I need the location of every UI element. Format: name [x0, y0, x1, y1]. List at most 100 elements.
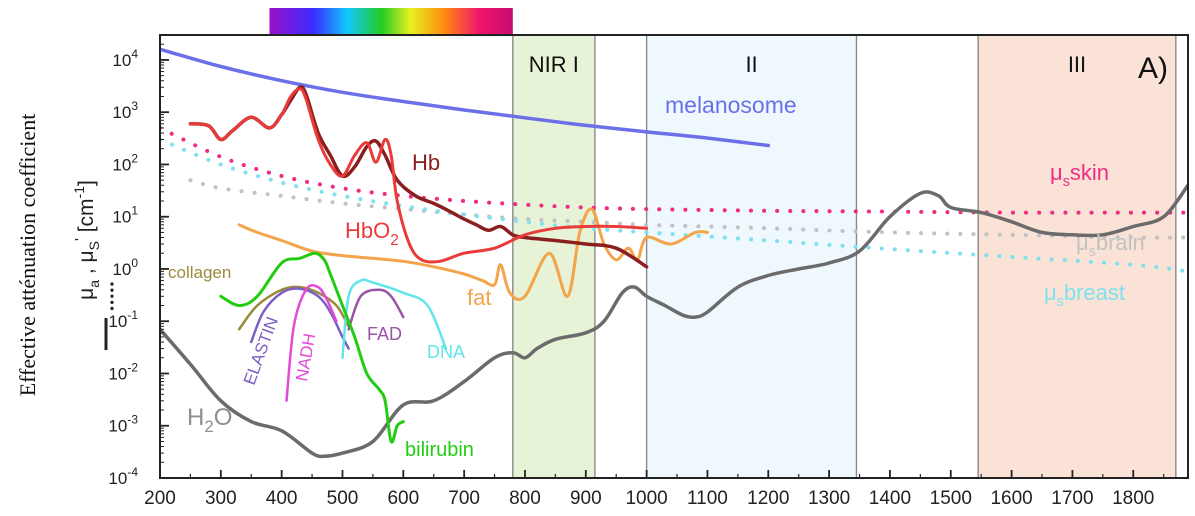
series-label-brain: μsbrain [1076, 230, 1145, 260]
label-tail: O [214, 404, 233, 431]
y-axis-label-part: ' [72, 238, 89, 241]
y-axis-label-part: [cm [75, 198, 98, 238]
series-label-fad: FAD [367, 324, 402, 344]
label-main: breast [1064, 280, 1125, 305]
series-label-elastin: ELASTIN [240, 314, 282, 387]
label-prefix: μ [1076, 230, 1089, 255]
y-tick-label: 104 [112, 47, 138, 70]
x-tick-label: 700 [448, 488, 480, 509]
region-label: III [1068, 52, 1086, 77]
y-axis-label-part: μ [75, 250, 98, 262]
y-tick-label: 102 [112, 151, 138, 174]
series-line-s-breast [160, 137, 1188, 274]
y-tick-label: 10-1 [108, 308, 138, 331]
plot-frame [159, 34, 1189, 479]
label-subscript: s [1089, 244, 1096, 260]
series-group [160, 47, 1188, 459]
y-tick-exponent: 3 [131, 99, 138, 113]
y-tick-exponent: -4 [127, 465, 138, 479]
series-label-hb: Hb [412, 150, 440, 175]
series-line-hbo2 [188, 87, 649, 264]
y-axis-label-part: a [86, 280, 102, 288]
y-tick-exponent: 1 [131, 204, 138, 218]
y-tick-exponent: 2 [131, 151, 138, 165]
label-subscript: 2 [390, 232, 399, 249]
series-line-melanosome [160, 47, 771, 148]
label-subscript: 2 [204, 417, 213, 436]
x-tick-label: 1200 [747, 488, 789, 509]
region-band [646, 35, 857, 478]
series-line-s-brain [188, 178, 1188, 240]
x-tick-label: 1000 [625, 488, 667, 509]
series-label-fat: fat [467, 285, 491, 310]
series-label-h: H2O [187, 404, 232, 436]
y-tick-label: 100 [112, 256, 138, 279]
y-tick-exponent: -2 [127, 360, 138, 374]
label-prefix: μ [1044, 280, 1057, 305]
y-tick-label: 10-4 [108, 465, 138, 488]
panel-label: A) [1138, 52, 1168, 85]
y-tick-exponent: -1 [127, 308, 138, 322]
series-line-elastin [249, 287, 350, 350]
label-main: FAD [367, 324, 402, 344]
x-tick-label: 900 [570, 488, 602, 509]
label-main: melanosome [665, 92, 797, 118]
label-main: H [187, 404, 204, 431]
series-label-breast: μsbreast [1044, 280, 1125, 310]
series-label-dna: DNA [427, 342, 465, 362]
x-tick-label: 1800 [1112, 488, 1154, 509]
region-band [978, 35, 1176, 478]
y-tick-label: 101 [112, 204, 138, 227]
series-label-hbo: HbO2 [345, 218, 399, 249]
label-main: DNA [427, 342, 465, 362]
label-main: Hb [412, 150, 440, 175]
series-line-bilirubin [219, 251, 405, 444]
x-tick-label: 400 [266, 488, 298, 509]
x-tick-label: 800 [509, 488, 541, 509]
y-tick-label: 10-3 [108, 413, 138, 436]
x-tick-label: 200 [144, 488, 176, 509]
series-line-nadh [285, 284, 338, 403]
series-line-s-skin [160, 125, 1188, 215]
label-main: fat [467, 285, 491, 310]
label-subscript: s [1057, 294, 1064, 310]
x-tick-label: 300 [205, 488, 237, 509]
y-axis-label-part: S [86, 241, 102, 250]
series-line-h2o [160, 183, 1188, 459]
x-tick-label: 1100 [687, 488, 728, 509]
y-axis-label-part: -1 [71, 186, 87, 199]
x-tick-label: 600 [387, 488, 419, 509]
y-tick-exponent: -3 [127, 413, 138, 427]
x-tick-label: 1400 [869, 488, 911, 509]
y-tick-exponent: 0 [131, 256, 138, 270]
series-line-dna [341, 278, 448, 360]
label-subscript: s [1063, 174, 1070, 190]
region-ii: II [645, 35, 858, 478]
outer-y-axis-label: Effective atténuation coefficient [15, 113, 40, 397]
series-label-bilirubin: bilirubin [405, 439, 474, 461]
region-label: NIR I [529, 52, 579, 77]
y-axis-label-part: ] [75, 180, 98, 186]
series-line-fad [347, 288, 405, 331]
label-main: brain [1096, 230, 1145, 255]
x-tick-label: 1700 [1051, 488, 1093, 509]
series-line-collagen [237, 285, 350, 331]
label-prefix: μ [1050, 160, 1063, 185]
x-tick-label: 500 [327, 488, 359, 509]
y-axis-label: μa , μS' [cm-1] [71, 180, 102, 300]
region-iii: III [977, 35, 1177, 478]
x-tick-label: 1600 [990, 488, 1032, 509]
visible-spectrum-bar [269, 8, 513, 34]
y-axis-label-part: , [75, 262, 98, 280]
y-tick-exponent: 4 [131, 47, 138, 61]
label-main: bilirubin [405, 439, 474, 461]
y-tick-label: 103 [112, 99, 138, 122]
y-tick-label: 10-2 [108, 360, 138, 383]
label-main: collagen [168, 263, 231, 282]
label-main: HbO [345, 218, 390, 243]
series-label-collagen: collagen [168, 263, 231, 282]
y-axis-label-part: μ [75, 288, 98, 300]
series-label-skin: μsskin [1050, 160, 1109, 190]
